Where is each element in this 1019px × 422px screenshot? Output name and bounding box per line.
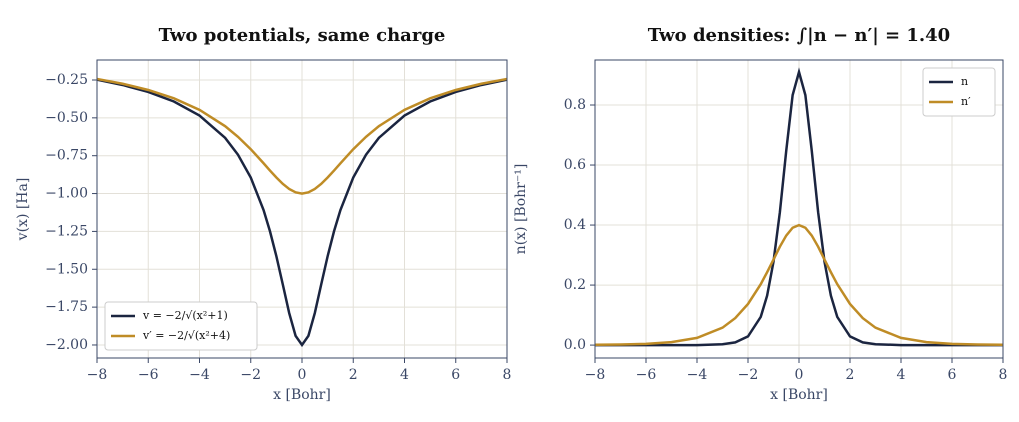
series-line bbox=[96, 78, 508, 348]
axes: −8 −6 −4 −2 0 2 4 6 8 −2.00 −1.75 −1.50 −1.25 −1.00 −0… bbox=[15, 25, 511, 403]
x-tick-label: 0 bbox=[298, 367, 307, 383]
x-tick-label: −8 bbox=[585, 367, 606, 383]
series-line bbox=[594, 223, 1004, 347]
y-tick-label: 0.0 bbox=[564, 337, 586, 353]
y-tick-label: −0.75 bbox=[45, 148, 88, 164]
legend-label: n′ bbox=[961, 95, 971, 108]
legend-box bbox=[104, 301, 258, 351]
legend-label: v = −2/√(x²+1) bbox=[142, 309, 228, 322]
x-tick-label: 0 bbox=[795, 367, 804, 383]
x-tick-label: 6 bbox=[451, 367, 460, 383]
chart-title: Two potentials, same charge bbox=[159, 25, 446, 46]
y-axis-label: n(x) [Bohr⁻¹] bbox=[513, 164, 529, 255]
x-axis-label: x [Bohr] bbox=[273, 387, 331, 403]
frame bbox=[96, 59, 508, 359]
legend-label: v′ = −2/√(x²+4) bbox=[142, 329, 230, 342]
x-tick-label: 8 bbox=[503, 367, 512, 383]
y-tick-label: −0.25 bbox=[45, 72, 88, 88]
x-tick-label: −2 bbox=[738, 367, 759, 383]
x-tick-label: −6 bbox=[138, 367, 159, 383]
y-axis-label: v(x) [Ha] bbox=[15, 178, 31, 242]
chart-title: Two densities: ∫|n − n′| = 1.40 bbox=[648, 25, 950, 46]
x-tick-label: 2 bbox=[349, 367, 358, 383]
series-line bbox=[96, 77, 508, 195]
x-tick-label: 6 bbox=[948, 367, 957, 383]
y-tick-label: −1.75 bbox=[45, 299, 88, 315]
y-tick-label: 0.8 bbox=[564, 97, 586, 113]
x-tick-label: −4 bbox=[687, 367, 708, 383]
y-tick-label: −1.00 bbox=[45, 186, 88, 202]
legend-box bbox=[922, 67, 996, 117]
frame bbox=[594, 59, 1004, 359]
legend: v = −2/√(x²+1) v′ = −2/√(x²+4) bbox=[104, 301, 258, 351]
x-tick-label: 2 bbox=[846, 367, 855, 383]
y-tick-label: 0.6 bbox=[564, 157, 586, 173]
x-tick-label: 8 bbox=[999, 367, 1008, 383]
x-tick-label: 4 bbox=[897, 367, 906, 383]
x-tick-label: 4 bbox=[400, 367, 409, 383]
x-tick-label: −4 bbox=[189, 367, 210, 383]
series-line bbox=[595, 67, 1003, 347]
y-tick-label: 0.4 bbox=[564, 217, 586, 233]
x-tick-label: −2 bbox=[240, 367, 261, 383]
y-tick-label: −2.00 bbox=[45, 337, 88, 353]
x-tick-label: −8 bbox=[87, 367, 108, 383]
legend: n n′ bbox=[922, 67, 996, 117]
y-tick-label: 0.2 bbox=[564, 277, 586, 293]
x-axis-label: x [Bohr] bbox=[770, 387, 828, 403]
axes: −8 −6 −4 −2 0 2 4 6 8 0.0 0.2 0.4 0.6 0.8 Two densitie… bbox=[513, 25, 1007, 403]
y-tick-label: −1.50 bbox=[45, 261, 88, 277]
x-tick-label: −6 bbox=[636, 367, 657, 383]
y-tick-label: −0.50 bbox=[45, 110, 88, 126]
y-tick-label: −1.25 bbox=[45, 223, 88, 239]
legend-label: n bbox=[961, 75, 968, 88]
